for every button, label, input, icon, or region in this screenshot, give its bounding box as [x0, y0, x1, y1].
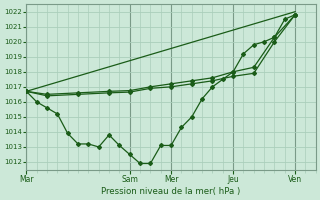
X-axis label: Pression niveau de la mer( hPa ): Pression niveau de la mer( hPa ): [101, 187, 241, 196]
